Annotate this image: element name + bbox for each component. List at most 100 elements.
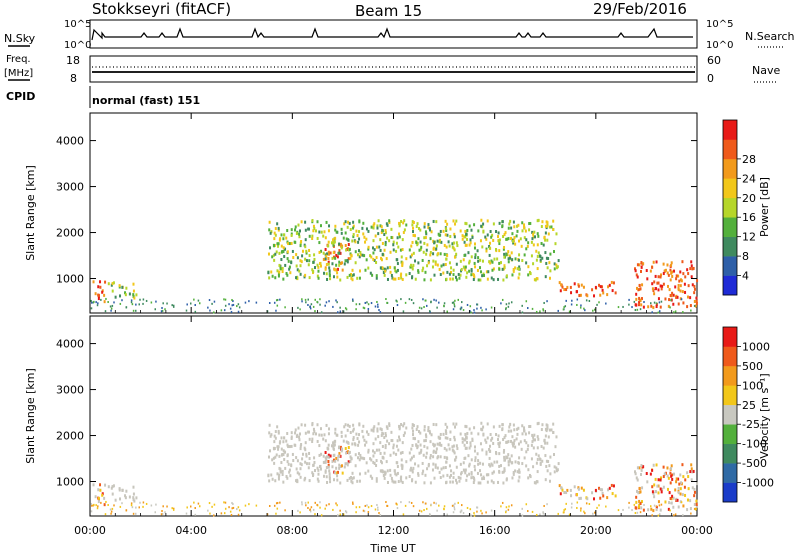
power-cell [686, 295, 689, 299]
velocity-cell [530, 443, 533, 447]
velocity-cell [325, 423, 328, 427]
power-cell [420, 307, 423, 310]
power-cell [324, 257, 327, 261]
velocity-cell [562, 511, 565, 514]
velocity-cell [464, 424, 467, 428]
power-cell [282, 250, 285, 254]
velocity-cell [527, 510, 529, 513]
power-cell [485, 247, 488, 251]
x-axis-ticks: 00:00 04:00 08:00 12:00 16:00 20:00 00:00 [74, 113, 713, 537]
velocity-cell [307, 506, 309, 509]
power-cell [285, 236, 288, 240]
power-cell [403, 219, 406, 223]
power-cell [343, 222, 346, 226]
velocity-cell [592, 512, 594, 515]
velocity-cell [460, 471, 463, 475]
velocity-cell [421, 461, 424, 465]
velocity-cell [430, 503, 432, 506]
velocity-cell [638, 499, 641, 503]
power-cell [510, 236, 513, 240]
velocity-cell [352, 429, 355, 433]
velocity-cell [491, 471, 494, 475]
power-cell [354, 261, 357, 265]
velocity-cell [358, 472, 361, 476]
colorbar-swatch [723, 424, 737, 444]
power-cell [338, 263, 341, 267]
power-cell [599, 293, 602, 297]
power-cell [504, 231, 507, 235]
power-cell [379, 238, 382, 242]
velocity-cell [274, 430, 277, 434]
velocity-cell [473, 445, 476, 449]
velocity-cell [381, 432, 384, 436]
power-cell [347, 242, 350, 246]
velocity-cell [364, 471, 367, 475]
power-cell [464, 229, 467, 233]
power-cell [386, 266, 389, 270]
power-cell [371, 273, 374, 277]
power-cell [541, 256, 544, 260]
velocity-cell [139, 501, 141, 504]
velocity-cell [449, 437, 452, 441]
power-cell [664, 297, 667, 301]
freq-label: Freq. [6, 54, 31, 65]
power-cell [384, 240, 387, 244]
power-cell [673, 269, 676, 273]
velocity-cell [525, 503, 528, 506]
power-cell [446, 310, 449, 313]
velocity-cell [674, 513, 677, 516]
power-cell [639, 308, 642, 311]
velocity-cell [512, 423, 515, 427]
power-cell [468, 261, 471, 265]
power-cell [655, 302, 658, 306]
colorbar-swatch [723, 346, 737, 367]
velocity-cell [330, 444, 333, 448]
velocity-cell [474, 456, 477, 460]
velocity-cell [362, 435, 365, 439]
power-cell [403, 228, 406, 232]
power-cell [606, 293, 609, 297]
velocity-cell [483, 476, 486, 480]
velocity-cell [412, 505, 415, 508]
velocity-cell [594, 488, 597, 492]
velocity-cell [97, 500, 100, 504]
velocity-cell [338, 445, 341, 449]
power-cell [479, 239, 482, 243]
velocity-cell [276, 425, 279, 429]
cpid-label: CPID [6, 90, 35, 103]
power-cell [436, 306, 438, 309]
power-cell [312, 224, 315, 228]
power-cell [299, 229, 302, 233]
power-cell [429, 237, 432, 241]
power-cell [481, 274, 484, 278]
velocity-cell [435, 502, 437, 505]
power-cell [314, 310, 316, 313]
velocity-cell [166, 505, 168, 508]
velocity-cell [270, 473, 273, 477]
velocity-cell [484, 438, 487, 442]
power-cell [496, 235, 499, 239]
power-cell [338, 251, 341, 255]
power-cell [372, 239, 375, 243]
power-cell [154, 308, 157, 311]
velocity-cell [361, 456, 364, 460]
power-cell [445, 257, 448, 261]
velocity-cell [488, 449, 491, 453]
power-cell [276, 298, 279, 301]
velocity-cell [534, 481, 537, 485]
power-cell [276, 222, 279, 226]
power-cell [426, 243, 429, 247]
velocity-cell [677, 486, 680, 490]
power-cell [477, 229, 480, 233]
power-cell [459, 259, 462, 263]
power-cell [401, 261, 404, 265]
velocity-cell [529, 475, 532, 479]
power-cell [281, 266, 284, 270]
velocity-cell [693, 502, 696, 506]
velocity-cell [298, 472, 301, 476]
power-cell [340, 231, 343, 235]
power-cell [320, 230, 323, 234]
velocity-cell [312, 427, 315, 431]
velocity-cell [669, 496, 672, 500]
